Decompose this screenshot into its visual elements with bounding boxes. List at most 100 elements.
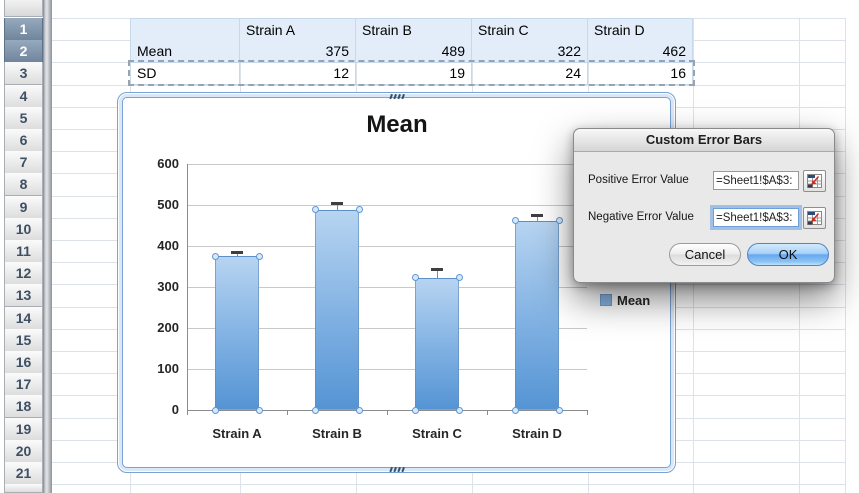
ok-button[interactable]: OK <box>747 243 829 266</box>
chart-gridline <box>187 205 587 206</box>
row-header-18[interactable]: 18 <box>4 395 43 418</box>
cell-r1-c4[interactable]: Strain C <box>472 18 588 41</box>
pane-divider[interactable] <box>43 0 52 493</box>
y-axis-tick-label: 500 <box>157 197 179 212</box>
x-axis-tick <box>587 410 588 415</box>
selection-handle[interactable] <box>312 407 319 414</box>
row-header-5[interactable]: 5 <box>4 107 43 130</box>
cell-r2-c1[interactable]: Mean <box>130 40 240 63</box>
selection-handle[interactable] <box>212 407 219 414</box>
row-header-15[interactable]: 15 <box>4 329 43 352</box>
selection-handle[interactable] <box>356 206 363 213</box>
positive-error-label: Positive Error Value <box>588 174 689 186</box>
row-header-10[interactable]: 10 <box>4 218 43 241</box>
y-axis-tick-label: 300 <box>157 279 179 294</box>
selection-handle[interactable] <box>412 274 419 281</box>
row-header-13[interactable]: 13 <box>4 284 43 307</box>
cell-r2-c4[interactable]: 322 <box>472 40 588 63</box>
cell-r2-c5[interactable]: 462 <box>588 40 693 63</box>
negative-error-input[interactable] <box>713 208 799 227</box>
legend-swatch-icon <box>600 294 612 306</box>
x-axis-tick <box>287 410 288 415</box>
row-header-16[interactable]: 16 <box>4 351 43 374</box>
bar-strain-a[interactable] <box>215 256 259 410</box>
negative-error-label: Negative Error Value <box>588 211 694 223</box>
gridline-v <box>845 18 846 493</box>
row-header-17[interactable]: 17 <box>4 373 43 396</box>
selection-handle[interactable] <box>512 407 519 414</box>
error-bar-cap[interactable] <box>431 268 443 271</box>
error-bar-line[interactable] <box>237 253 238 256</box>
chart-gridline <box>187 164 587 165</box>
y-axis-line <box>187 164 188 410</box>
selection-handle[interactable] <box>356 407 363 414</box>
range-selector-icon[interactable] <box>803 207 826 229</box>
y-axis-tick-label: 0 <box>171 402 179 417</box>
bar-strain-d[interactable] <box>515 221 559 410</box>
bar-strain-b[interactable] <box>315 210 359 410</box>
row-header-7[interactable]: 7 <box>4 151 43 174</box>
selection-handle[interactable] <box>312 206 319 213</box>
row-header-22-partial[interactable] <box>4 484 43 493</box>
row-header-1[interactable]: 1 <box>4 18 43 41</box>
error-bar-cap[interactable] <box>331 202 343 205</box>
dialog-title-bar[interactable]: Custom Error Bars <box>574 129 834 152</box>
selection-handle[interactable] <box>556 407 563 414</box>
error-bar-line[interactable] <box>337 204 338 210</box>
y-axis-tick-label: 600 <box>157 156 179 171</box>
selection-handle[interactable] <box>412 407 419 414</box>
row-header-6[interactable]: 6 <box>4 129 43 152</box>
selection-handle[interactable] <box>456 407 463 414</box>
selection-handle[interactable] <box>256 407 263 414</box>
y-axis-tick-label: 400 <box>157 238 179 253</box>
chart-title[interactable]: Mean <box>366 111 428 138</box>
positive-error-input[interactable] <box>713 171 799 190</box>
error-bar-line[interactable] <box>537 216 538 221</box>
row-header-11[interactable]: 11 <box>4 240 43 263</box>
cell-r1-c1[interactable] <box>130 18 240 41</box>
chart-gridline <box>187 287 587 288</box>
row-header-9[interactable]: 9 <box>4 196 43 219</box>
selection-handle[interactable] <box>456 274 463 281</box>
cell-r2-c3[interactable]: 489 <box>356 40 472 63</box>
row-header-8[interactable]: 8 <box>4 173 43 196</box>
row-header-12[interactable]: 12 <box>4 262 43 285</box>
row-header-3[interactable]: 3 <box>4 62 43 85</box>
selection-handle[interactable] <box>512 217 519 224</box>
plot-area: 0 100 200 300 400 500 600 Strain A Strain B Strai… <box>117 92 676 473</box>
row-header-4[interactable]: 4 <box>4 85 43 108</box>
error-bar-line[interactable] <box>437 270 438 278</box>
x-axis-tick <box>387 410 388 415</box>
row-header-14[interactable]: 14 <box>4 307 43 330</box>
x-axis-tick <box>487 410 488 415</box>
selection-marching-ants <box>128 60 695 86</box>
cell-r1-c2[interactable]: Strain A <box>240 18 356 41</box>
x-axis-category-label: Strain B <box>312 426 362 441</box>
cell-r2-c2[interactable]: 375 <box>240 40 356 63</box>
custom-error-bars-dialog: Custom Error Bars Positive Error Value N… <box>573 128 835 283</box>
selection-handle[interactable] <box>556 217 563 224</box>
chart-gridline <box>187 328 587 329</box>
range-selector-icon[interactable] <box>803 170 826 192</box>
x-axis-category-label: Strain C <box>412 426 462 441</box>
chart-gridline <box>187 246 587 247</box>
selection-handle[interactable] <box>256 253 263 260</box>
x-axis-category-label: Strain A <box>212 426 262 441</box>
row-header-21[interactable]: 21 <box>4 462 43 485</box>
sheet-corner-box[interactable] <box>4 0 43 17</box>
y-axis-tick-label: 200 <box>157 320 179 335</box>
selection-handle[interactable] <box>212 253 219 260</box>
chart-gridline <box>187 369 587 370</box>
error-bar-cap[interactable] <box>531 214 543 217</box>
row-header-20[interactable]: 20 <box>4 440 43 463</box>
chart-legend[interactable]: Mean <box>600 292 650 308</box>
cell-r1-c5[interactable]: Strain D <box>588 18 693 41</box>
bar-strain-c[interactable] <box>415 278 459 410</box>
cancel-button[interactable]: Cancel <box>669 243 741 266</box>
cell-r1-c3[interactable]: Strain B <box>356 18 472 41</box>
row-header-2[interactable]: 2 <box>4 40 43 63</box>
row-header-19[interactable]: 19 <box>4 418 43 441</box>
x-axis-category-label: Strain D <box>512 426 562 441</box>
error-bar-cap[interactable] <box>231 251 243 254</box>
